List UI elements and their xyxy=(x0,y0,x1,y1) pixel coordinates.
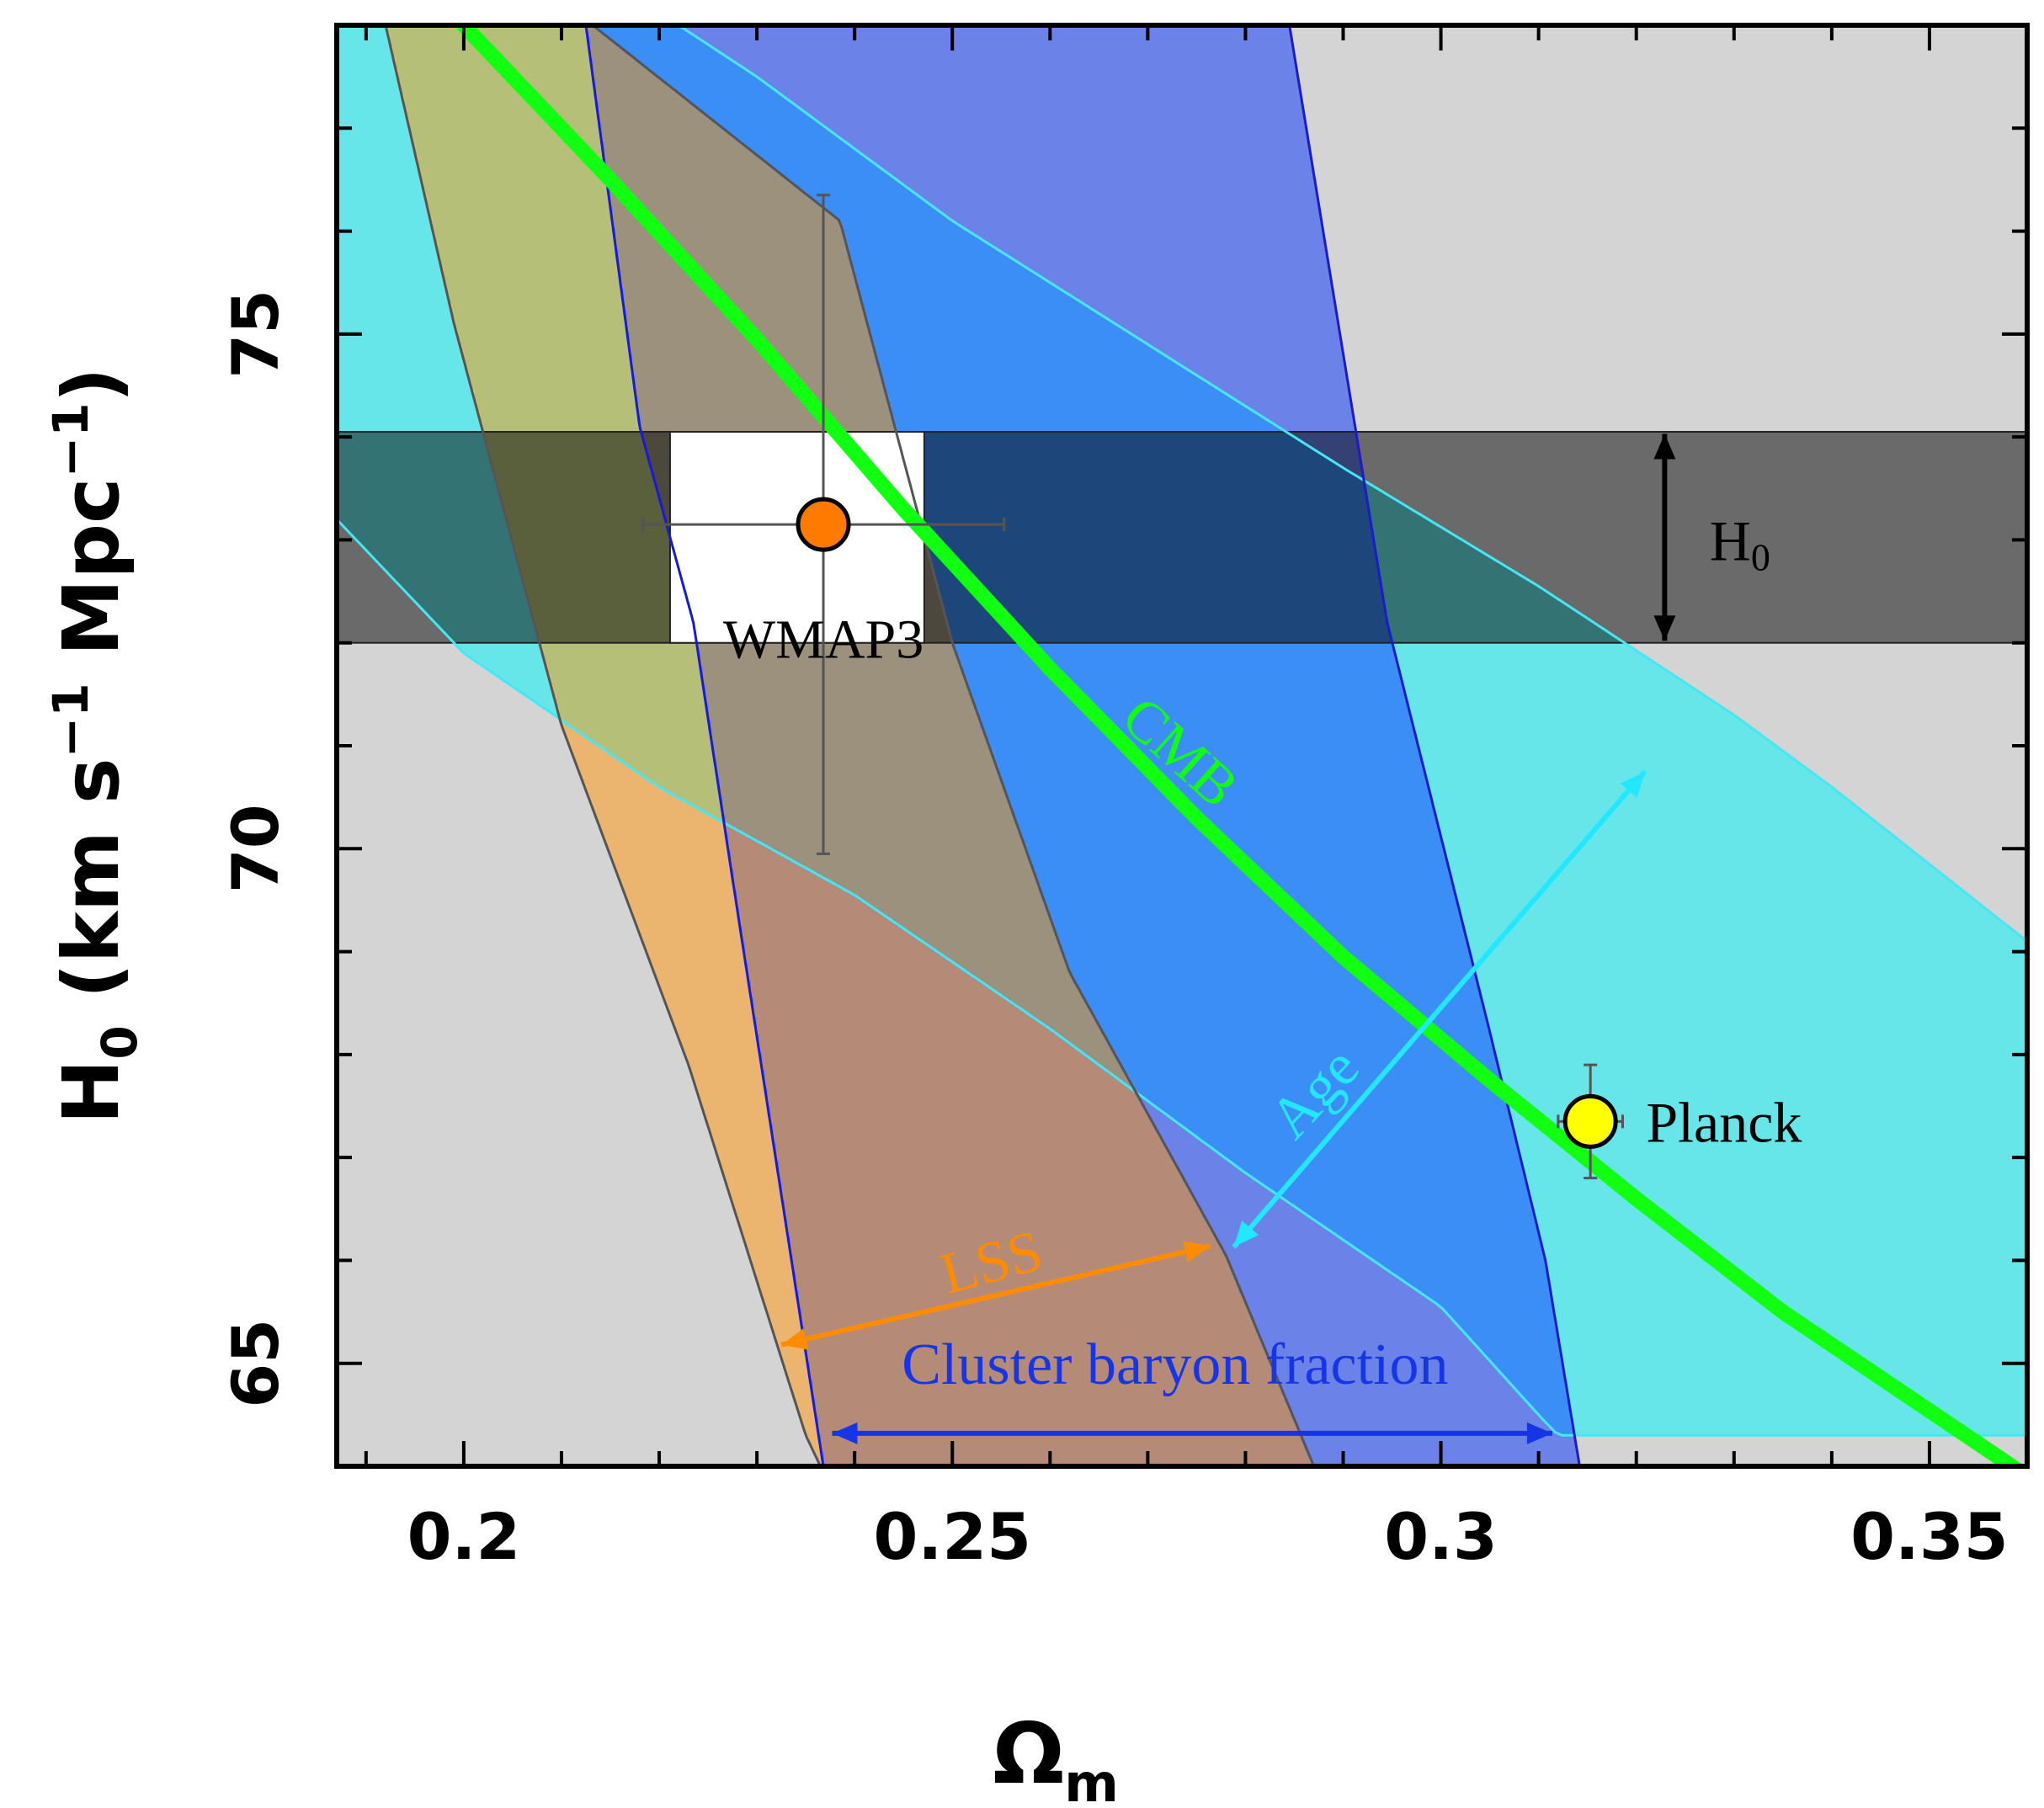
x-title-main: Ω xyxy=(993,1704,1064,1803)
cluster-age-overlap xyxy=(595,25,1575,1435)
tick-labels: 0.2 0.25 0.3 0.35 65 70 75 xyxy=(218,290,2009,1574)
wmap3-label: WMAP3 xyxy=(723,609,924,671)
lss-right-line xyxy=(592,25,1316,1466)
y-tick-label: 75 xyxy=(218,290,293,379)
y-title-sub: 0 xyxy=(91,1025,148,1059)
planck-marker xyxy=(1562,1093,1618,1149)
h0-arrow-head xyxy=(1653,615,1676,641)
ticks xyxy=(337,24,2029,1468)
markers xyxy=(796,497,1618,1149)
wmap-window xyxy=(668,431,925,644)
x-tick-label: 0.2 xyxy=(407,1499,521,1574)
lss-arrow-head xyxy=(1183,1241,1211,1263)
age-arrow xyxy=(1232,769,1647,1249)
x-tick-label: 0.25 xyxy=(873,1499,1031,1574)
lss-arrow-head xyxy=(781,1328,809,1350)
cmb-line xyxy=(455,25,2026,1466)
age-lower-line xyxy=(337,518,2027,1437)
x-tick-label: 0.35 xyxy=(1850,1499,2009,1574)
planck-label: Planck xyxy=(1646,1090,1802,1154)
y-title-units-c: ) xyxy=(46,367,136,402)
y-title-units-a: (km s xyxy=(46,758,136,1025)
age-arrow-head xyxy=(1620,771,1646,798)
h0-arrow-head xyxy=(1653,433,1676,460)
h0-band xyxy=(337,431,2027,644)
y-axis-title: H0 (km s−1 Mpc−1) xyxy=(42,367,148,1124)
wmap3-marker xyxy=(796,497,851,552)
h0-label-sub: 0 xyxy=(1751,535,1770,578)
cluster-arrow-head xyxy=(1526,1422,1552,1444)
lss-arrow xyxy=(780,1243,1211,1348)
age-arrow-head xyxy=(1233,1220,1259,1247)
cluster-label: Cluster baryon fraction xyxy=(902,1332,1448,1397)
x-tick-label: 0.3 xyxy=(1384,1499,1498,1574)
y-title-units-b: Mpc xyxy=(46,477,136,683)
y-title-sup2: −1 xyxy=(42,402,99,477)
age-upper-line xyxy=(337,25,2027,943)
y-title-sup1: −1 xyxy=(42,683,99,758)
x-axis-title: Ωm xyxy=(993,1704,1119,1808)
y-tick-label: 65 xyxy=(218,1319,293,1408)
lss-left-line xyxy=(384,25,822,1466)
cluster-right-line xyxy=(1288,25,1581,1466)
plot-area xyxy=(337,25,2027,1466)
x-title-sub: m xyxy=(1064,1752,1119,1808)
cluster-left-line xyxy=(584,25,825,1466)
arrows xyxy=(780,433,1676,1444)
y-tick-label: 70 xyxy=(218,804,293,893)
y-title-main: H xyxy=(46,1060,136,1125)
cluster-arrow-head xyxy=(832,1422,858,1444)
